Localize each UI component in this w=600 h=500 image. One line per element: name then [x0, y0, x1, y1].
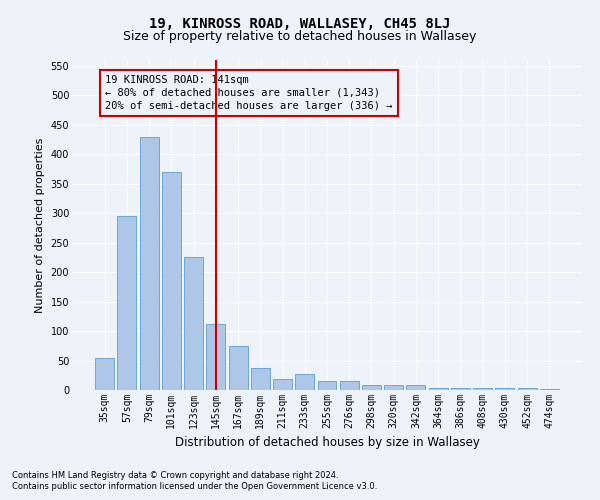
- Text: Contains HM Land Registry data © Crown copyright and database right 2024.: Contains HM Land Registry data © Crown c…: [12, 471, 338, 480]
- Y-axis label: Number of detached properties: Number of detached properties: [35, 138, 45, 312]
- Bar: [229, 346, 248, 390]
- Bar: [295, 374, 314, 390]
- Bar: [429, 388, 448, 390]
- Bar: [317, 381, 337, 390]
- Bar: [473, 388, 492, 390]
- Bar: [406, 386, 425, 390]
- Text: 19 KINROSS ROAD: 141sqm
← 80% of detached houses are smaller (1,343)
20% of semi: 19 KINROSS ROAD: 141sqm ← 80% of detache…: [105, 74, 392, 111]
- Bar: [118, 216, 136, 390]
- Bar: [540, 389, 559, 390]
- Bar: [273, 380, 292, 390]
- Bar: [140, 136, 158, 390]
- Bar: [251, 368, 270, 390]
- Bar: [184, 258, 203, 390]
- Bar: [451, 388, 470, 390]
- Text: 19, KINROSS ROAD, WALLASEY, CH45 8LJ: 19, KINROSS ROAD, WALLASEY, CH45 8LJ: [149, 18, 451, 32]
- Bar: [162, 172, 181, 390]
- Bar: [206, 324, 225, 390]
- Bar: [95, 358, 114, 390]
- Text: Contains public sector information licensed under the Open Government Licence v3: Contains public sector information licen…: [12, 482, 377, 491]
- Bar: [384, 386, 403, 390]
- Bar: [518, 388, 536, 390]
- Text: Size of property relative to detached houses in Wallasey: Size of property relative to detached ho…: [124, 30, 476, 43]
- Bar: [362, 386, 381, 390]
- Bar: [340, 381, 359, 390]
- Bar: [496, 388, 514, 390]
- X-axis label: Distribution of detached houses by size in Wallasey: Distribution of detached houses by size …: [175, 436, 479, 450]
